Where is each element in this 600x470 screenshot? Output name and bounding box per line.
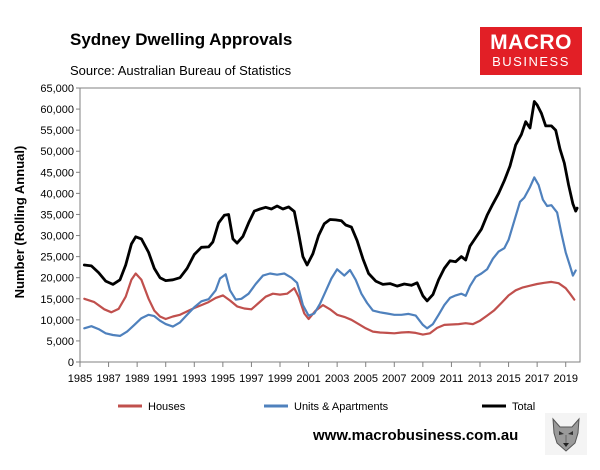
y-tick-label: 15,000: [40, 294, 74, 306]
y-tick-label: 50,000: [40, 146, 74, 158]
plot-area: [79, 87, 581, 363]
series-line-total: [82, 100, 579, 303]
logo-line-1: MACRO: [490, 31, 572, 54]
x-tick-label: 2019: [553, 373, 577, 385]
x-tick-label: 2015: [496, 373, 520, 385]
x-tick-label: 2003: [325, 373, 349, 385]
wolf-logo-icon: [545, 413, 587, 455]
y-tick-label: 0: [68, 357, 74, 369]
legend-label: Total: [512, 401, 535, 413]
y-tick-label: 65,000: [40, 83, 74, 95]
series-line-units-apartments: [83, 176, 577, 337]
y-tick-label: 10,000: [40, 315, 74, 327]
y-axis-label: Number (Rolling Annual): [12, 146, 27, 299]
chart-title: Sydney Dwelling Approvals: [70, 30, 293, 49]
x-tick-label: 1991: [153, 373, 177, 385]
x-tick-label: 1987: [96, 373, 120, 385]
legend-label: Units & Apartments: [294, 401, 389, 413]
series-line-houses: [83, 272, 576, 336]
x-tick-label: 2005: [353, 373, 377, 385]
x-tick-label: 1995: [211, 373, 235, 385]
brand-logo: MACRO BUSINESS: [480, 27, 582, 75]
x-tick-label: 1993: [182, 373, 206, 385]
y-tick-label: 45,000: [40, 167, 74, 179]
x-tick-label: 2013: [468, 373, 492, 385]
x-tick-label: 2017: [525, 373, 549, 385]
brand-url[interactable]: www.macrobusiness.com.au: [313, 427, 519, 444]
x-tick-label: 2009: [411, 373, 435, 385]
y-tick-label: 35,000: [40, 209, 74, 221]
y-tick-label: 5,000: [46, 336, 74, 348]
x-tick-label: 2011: [440, 373, 464, 385]
y-tick-label: 60,000: [40, 104, 74, 116]
x-tick-label: 1985: [68, 373, 92, 385]
logo-line-2: BUSINESS: [492, 54, 570, 69]
y-tick-label: 30,000: [40, 231, 74, 243]
y-tick-label: 40,000: [40, 188, 74, 200]
x-tick-label: 2001: [296, 373, 320, 385]
x-tick-label: 2007: [382, 373, 406, 385]
y-tick-label: 20,000: [40, 273, 74, 285]
legend-label: Houses: [148, 401, 186, 413]
y-tick-label: 55,000: [40, 125, 74, 137]
x-tick-label: 1997: [239, 373, 263, 385]
y-tick-label: 25,000: [40, 252, 74, 264]
chart-source: Source: Australian Bureau of Statistics: [70, 63, 292, 78]
x-tick-label: 1999: [268, 373, 292, 385]
x-tick-label: 1989: [125, 373, 149, 385]
